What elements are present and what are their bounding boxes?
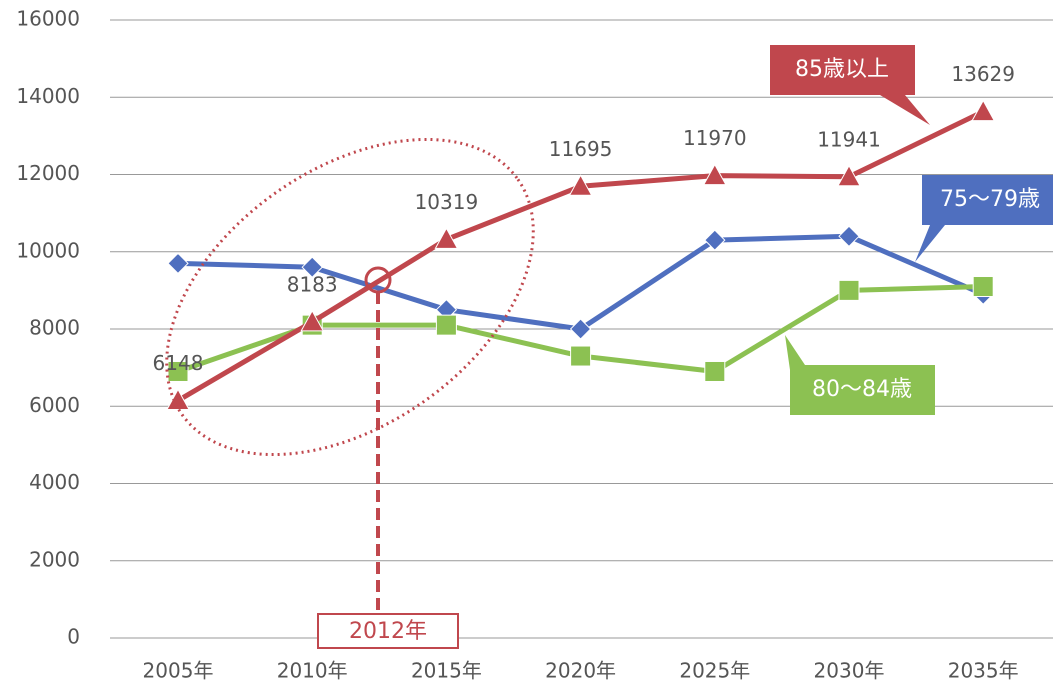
legend-box: [770, 45, 930, 125]
point: [837, 164, 861, 187]
point: [838, 225, 860, 248]
point: [704, 229, 726, 251]
data-label: 13629: [951, 62, 1015, 86]
y-tick-label: 16000: [16, 7, 80, 31]
x-tick-label: 2025年: [679, 659, 750, 683]
legend-label: 85歳以上: [795, 57, 889, 82]
point: [435, 314, 457, 336]
y-tick-label: 6000: [29, 393, 80, 417]
point: [704, 360, 726, 382]
data-label: 11941: [817, 127, 881, 151]
x-tick-label: 2030年: [814, 659, 885, 683]
point: [434, 227, 459, 249]
y-tick-label: 0: [67, 625, 80, 649]
legend-box: [915, 175, 1053, 262]
legend-label: 75〜79歳: [940, 187, 1040, 212]
y-tick-label: 10000: [16, 238, 80, 262]
y-tick-label: 8000: [29, 316, 80, 340]
point: [972, 276, 994, 298]
annotation: 2012年: [349, 619, 427, 644]
y-tick-label: 4000: [29, 470, 80, 494]
x-tick-label: 2015年: [411, 659, 482, 683]
marker-circle: [364, 266, 392, 294]
annotation-box: [317, 613, 459, 649]
point: [568, 174, 593, 196]
point: [570, 345, 592, 367]
data-label: 6148: [153, 351, 204, 375]
data-label: 11970: [683, 126, 747, 150]
x-tick-label: 2035年: [948, 659, 1019, 683]
legend-label: 80〜84歳: [812, 377, 912, 402]
point: [300, 309, 325, 332]
y-tick-label: 12000: [16, 161, 80, 185]
point: [838, 279, 860, 301]
legend: 75〜79歳 80〜84歳 85歳以上: [770, 45, 1053, 415]
point: [971, 99, 996, 122]
point: [301, 256, 323, 278]
point: [702, 163, 727, 186]
x-tick-label: 2020年: [545, 659, 616, 683]
data-label: 10319: [415, 190, 479, 214]
y-tick-label: 14000: [16, 84, 80, 108]
point: [569, 318, 592, 340]
point: [167, 252, 189, 275]
x-tick-label: 2010年: [277, 659, 348, 683]
data-label: 8183: [287, 272, 338, 296]
legend-box: [785, 335, 935, 415]
plot: 6148 8183 10319 11695 11970 11941 13629: [153, 62, 1015, 411]
x-tick-label: 2005年: [143, 659, 214, 683]
y-tick-label: 2000: [29, 547, 80, 571]
point: [166, 388, 190, 411]
data-label: 11695: [549, 137, 613, 161]
